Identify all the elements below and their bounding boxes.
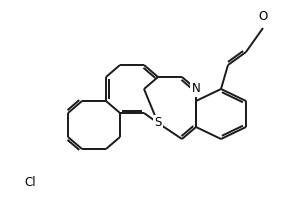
Text: N: N xyxy=(192,83,200,95)
Text: Cl: Cl xyxy=(24,175,36,189)
Text: O: O xyxy=(258,9,268,23)
Text: S: S xyxy=(154,117,162,129)
